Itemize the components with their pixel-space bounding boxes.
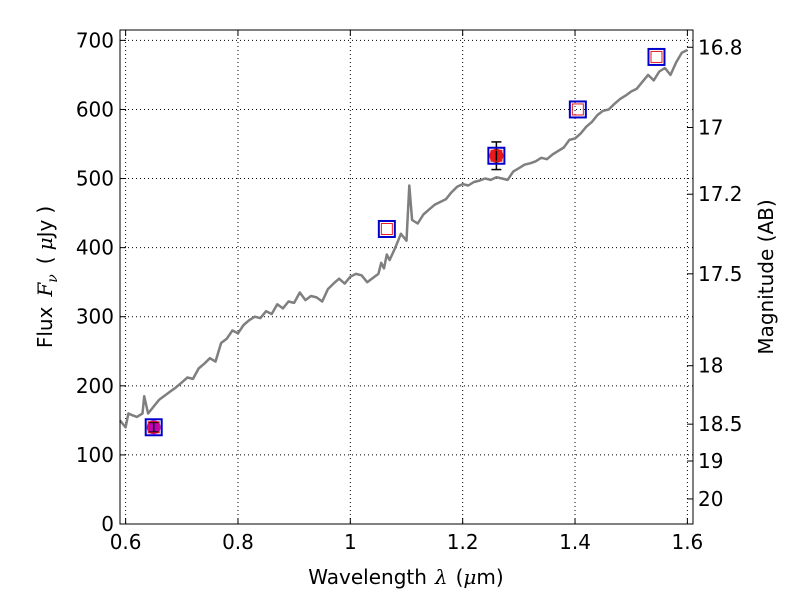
- marker-layer: [144, 47, 666, 437]
- y-tick-label: 700: [76, 28, 114, 52]
- y2-tick-label: 17.2: [698, 182, 743, 206]
- y2-tick-label: 17: [698, 115, 723, 139]
- y2-tick-label: 17.5: [698, 262, 743, 286]
- synthetic-outer-square: [377, 219, 396, 238]
- plot-frame: [119, 29, 694, 525]
- x-tick-label: 0.6: [110, 530, 142, 554]
- grid-layer: [120, 30, 693, 525]
- tick-layer: 0.6 0.8 1 1.2 1.4 1.6 0 100 200 300 400 500 600 700 16…: [76, 28, 743, 554]
- x-axis-title: Wavelength λ (μm): [308, 565, 503, 589]
- y2-tick-label: 16.8: [698, 35, 743, 59]
- y-tick-label: 400: [76, 236, 114, 260]
- y-tick-label: 500: [76, 167, 114, 191]
- model-spectrum-line: [119, 48, 688, 429]
- x-tick-label: 1.2: [447, 530, 479, 554]
- y2-tick-label: 18: [698, 354, 723, 378]
- y-tick-label: 100: [76, 443, 114, 467]
- synthetic-outer-square: [144, 418, 163, 437]
- synthetic-inner-square: [650, 50, 663, 63]
- y-tick-label: 600: [76, 97, 114, 121]
- x-tick-label: 1.6: [671, 530, 703, 554]
- synthetic-outer-square: [647, 47, 666, 66]
- x-tick-label: 1: [344, 530, 357, 554]
- y-tick-label: 300: [76, 305, 114, 329]
- synthetic-outer-square: [487, 146, 506, 165]
- y2-tick-label: 19: [698, 449, 723, 473]
- y-axis-title: FluxFν(μJy): [33, 206, 61, 348]
- y2-axis-title: Magnitude (AB): [754, 199, 778, 354]
- x-tick-label: 1.4: [559, 530, 591, 554]
- y-tick-label: 200: [76, 374, 114, 398]
- synthetic-inner-square: [147, 421, 160, 434]
- y-tick-label: 0: [101, 512, 114, 536]
- series-layer: [119, 48, 688, 429]
- y2-tick-label: 18.5: [698, 412, 743, 436]
- synthetic-inner-square: [490, 149, 503, 162]
- y2-tick-label: 20: [698, 487, 723, 511]
- synthetic-inner-square: [571, 103, 584, 116]
- synthetic-outer-square: [568, 100, 587, 119]
- synthetic-inner-square: [380, 222, 393, 235]
- x-tick-label: 0.8: [222, 530, 254, 554]
